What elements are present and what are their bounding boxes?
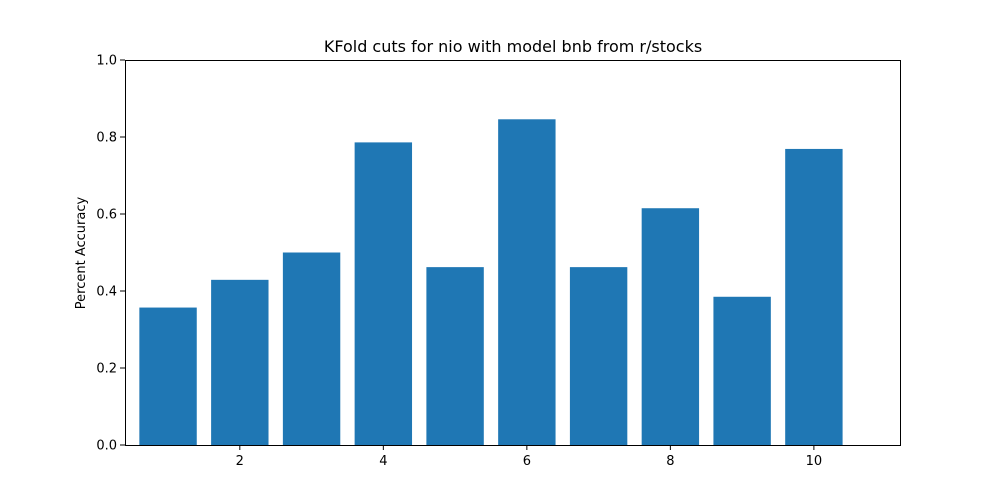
bar-4 — [354, 142, 413, 445]
y-tick-label: 0.6 — [96, 208, 117, 223]
y-tick-label: 0.4 — [96, 285, 117, 300]
bar-10 — [785, 148, 843, 445]
y-tick-label: 0.0 — [96, 439, 117, 454]
x-tick-label: 6 — [523, 454, 531, 469]
bar-9 — [713, 296, 771, 445]
bar-8 — [641, 208, 700, 445]
bar-6 — [498, 119, 556, 445]
y-tick-label: 0.8 — [96, 131, 117, 146]
y-tick-label: 0.2 — [96, 362, 117, 377]
plot-frame — [125, 60, 901, 446]
bar-7 — [569, 267, 628, 445]
chart-title: KFold cuts for nio with model bnb from r… — [324, 37, 702, 56]
x-tick-label: 10 — [806, 454, 823, 469]
bar-2 — [211, 279, 269, 445]
bars-group — [139, 119, 843, 445]
y-tick-label: 1.0 — [96, 54, 117, 69]
x-axis-ticks: 2 4 6 8 10 — [236, 445, 822, 469]
bar-3 — [282, 252, 341, 445]
y-axis-label: Percent Accuracy — [74, 196, 89, 309]
y-axis-ticks: 0.0 0.2 0.4 0.6 0.8 1.0 — [96, 54, 125, 454]
x-tick-label: 4 — [379, 454, 387, 469]
x-tick-label: 2 — [236, 454, 244, 469]
bar-1 — [139, 307, 197, 445]
bar-5 — [426, 267, 484, 445]
x-tick-label: 8 — [666, 454, 674, 469]
